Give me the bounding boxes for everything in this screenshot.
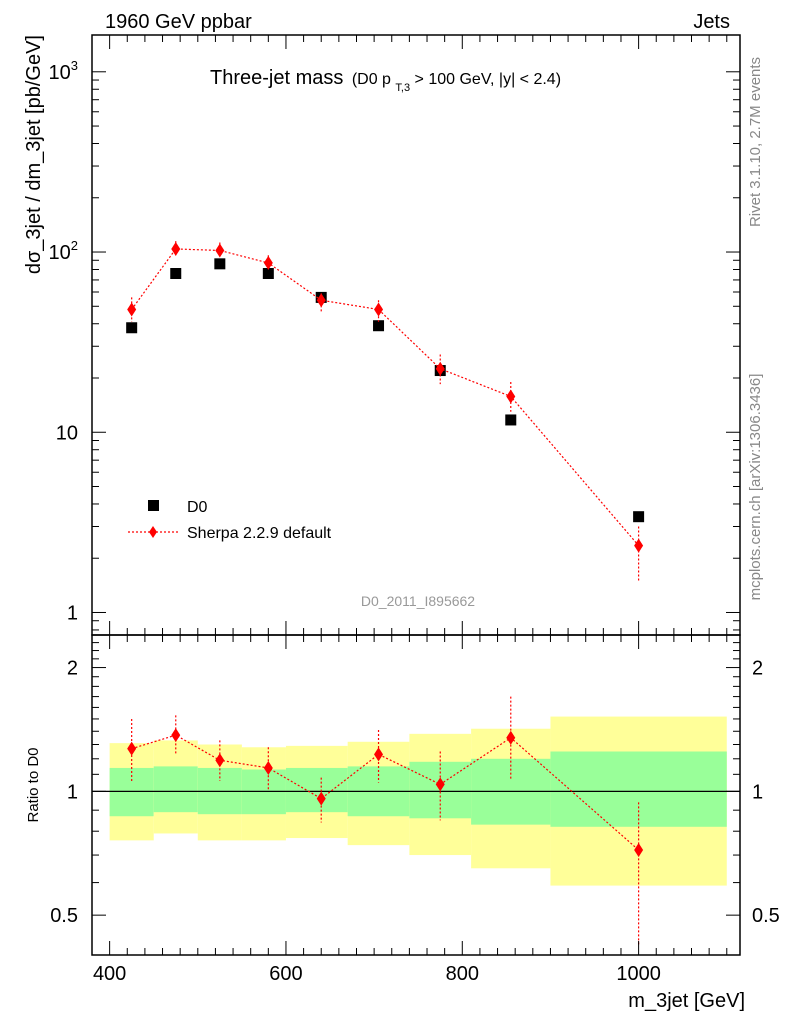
sherpa-data-point — [215, 243, 225, 258]
ratio-y-tick-label-right: 1 — [752, 781, 763, 803]
ratio-band-inner — [153, 766, 198, 813]
main-frame — [91, 34, 741, 636]
legend-label-d0: D0 — [187, 499, 208, 516]
d0-data-point — [505, 414, 517, 426]
main-title-text: Three-jet mass — [210, 67, 343, 89]
sherpa-data-point — [263, 255, 273, 270]
x-tick-label: 400 — [93, 963, 126, 985]
main-y-axis-label: dσ_3jet / dm_3jet [pb/GeV] — [23, 35, 45, 274]
sherpa-data-point — [171, 241, 181, 256]
legend: D0 Sherpa 2.2.9 default — [128, 499, 332, 542]
ratio-y-axis-label: Ratio to D0 — [25, 747, 42, 822]
main-title-cuts: (D0 p — [352, 71, 391, 88]
main-title-cuts-index: T,3 — [395, 82, 410, 94]
x-tick-label: 1000 — [616, 963, 661, 985]
x-tick-label: 800 — [446, 963, 479, 985]
sherpa-data-point — [374, 302, 384, 317]
main-y-tick-label: 10 — [56, 422, 78, 444]
main-y-tick-label: 103 — [49, 58, 78, 84]
rivet-version-label: Rivet 3.1.10, 2.7M events — [747, 57, 764, 227]
main-title-cuts-rest: > 100 GeV, |y| < 2.4) — [415, 71, 561, 88]
ratio-sherpa-point — [435, 777, 445, 792]
ratio-y-tick-label: 0.5 — [50, 905, 78, 927]
ratio-y-tick-label-right: 2 — [752, 658, 763, 680]
ratio-sherpa-point — [215, 753, 225, 768]
ratio-sherpa-point — [374, 747, 384, 762]
sherpa-data-point — [316, 293, 326, 308]
main-y-tick-label: 102 — [49, 238, 78, 264]
sherpa-data-point — [506, 389, 516, 404]
x-axis-label: m_3jet [GeV] — [628, 990, 745, 1012]
ratio-sherpa-point — [171, 728, 181, 743]
ratio-sherpa-point — [506, 730, 516, 745]
ratio-panel: 400 600 800 1000 0.5 0.5 1 1 2 2 Ratio to D0 m_3j… — [25, 634, 780, 1012]
ratio-frame — [91, 634, 741, 956]
mcplots-reference-label: mcplots.cern.ch [arXiv:1306.3436] — [747, 374, 764, 601]
ratio-sherpa-point — [263, 760, 273, 775]
d0-data-point — [214, 258, 226, 270]
legend-marker-sherpa — [149, 526, 157, 538]
legend-marker-d0 — [148, 500, 159, 511]
sherpa-data-point — [435, 361, 445, 376]
ratio-sherpa-line — [131, 734, 640, 851]
d0-data-point — [170, 268, 182, 280]
d0-data-point — [373, 320, 385, 332]
d0-data-point — [126, 322, 138, 334]
svg-text:Three-jet mass (D0 p: Three-jet mass (D0 p T,3 > 100 GeV, |y| … — [210, 67, 561, 95]
ratio-y-tick-label-right: 0.5 — [752, 905, 780, 927]
ratio-y-tick-label: 1 — [67, 781, 78, 803]
main-panel: 1 10 102 103 Three-jet mass (D0 p T,3 > 100… — [23, 34, 741, 636]
x-tick-label: 600 — [269, 963, 302, 985]
ratio-sherpa-point — [634, 843, 644, 858]
d0-data-point — [262, 268, 274, 280]
ratio-sherpa-point — [316, 791, 326, 806]
ratio-sherpa-point — [127, 741, 137, 756]
ratio-band-inner — [550, 751, 727, 827]
ratio-band-inner — [285, 767, 348, 813]
main-title: Three-jet mass (D0 p T,3 > 100 GeV, |y| … — [210, 67, 561, 95]
main-y-tick-label: 1 — [67, 602, 78, 624]
ratio-y-tick-label: 2 — [67, 658, 78, 680]
category-label: Jets — [693, 11, 730, 33]
sherpa-data-point — [634, 538, 644, 553]
sherpa-data-point — [127, 302, 137, 317]
main-watermark: D0_2011_I895662 — [361, 593, 475, 609]
d0-data-point — [633, 511, 645, 523]
sherpa-line — [131, 248, 640, 546]
legend-label-sherpa: Sherpa 2.2.9 default — [187, 525, 332, 542]
energy-label: 1960 GeV ppbar — [105, 11, 252, 33]
